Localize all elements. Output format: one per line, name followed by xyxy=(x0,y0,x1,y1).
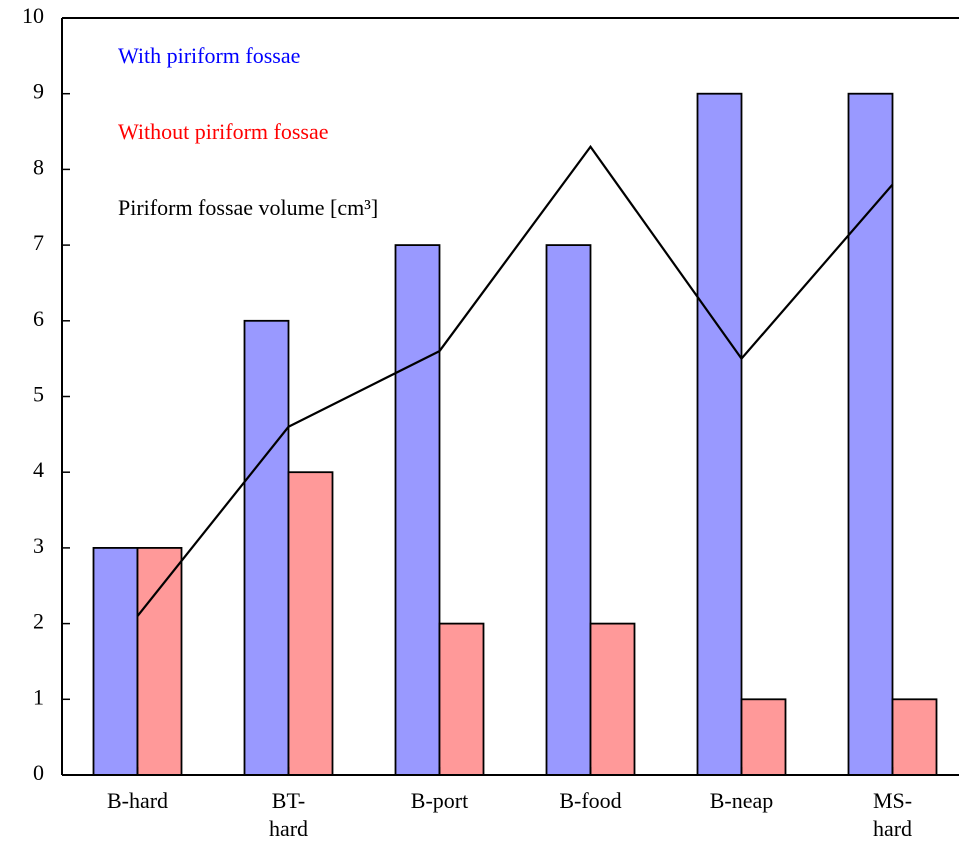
y-tick-label: 10 xyxy=(22,3,44,28)
bar xyxy=(438,622,485,776)
y-tick-label: 0 xyxy=(33,760,44,785)
x-tick-label: B-hard xyxy=(106,788,169,813)
x-tick-label: B-food xyxy=(559,788,622,813)
x-tick-label: BT- hard xyxy=(268,788,309,841)
bar xyxy=(891,698,938,776)
legend-entry: Without piriform fossae xyxy=(118,119,329,144)
y-tick-label: 7 xyxy=(33,230,44,255)
bar xyxy=(589,622,636,776)
bar xyxy=(740,698,787,776)
bar xyxy=(136,547,183,776)
y-tick-label: 4 xyxy=(33,457,44,482)
y-tick-label: 8 xyxy=(33,154,44,179)
y-tick-label: 5 xyxy=(33,382,44,407)
y-tick-label: 1 xyxy=(33,684,44,709)
y-tick-label: 6 xyxy=(33,306,44,331)
bar xyxy=(287,471,334,776)
bar xyxy=(394,244,441,776)
bar xyxy=(545,244,592,776)
legend-entry: Piriform fossae volume [cm³] xyxy=(118,195,378,220)
y-tick-label: 9 xyxy=(33,79,44,104)
x-tick-label: B-port xyxy=(410,788,469,813)
bar xyxy=(92,547,139,776)
x-tick-label: MS- hard xyxy=(872,788,913,841)
line xyxy=(136,144,894,617)
bar xyxy=(243,319,290,776)
bar xyxy=(696,92,743,776)
bar xyxy=(847,92,894,776)
x-tick-label: B-neap xyxy=(709,788,774,813)
y-tick-label: 3 xyxy=(33,533,44,558)
y-tick-label: 2 xyxy=(33,609,44,634)
legend-entry: With piriform fossae xyxy=(118,43,300,68)
